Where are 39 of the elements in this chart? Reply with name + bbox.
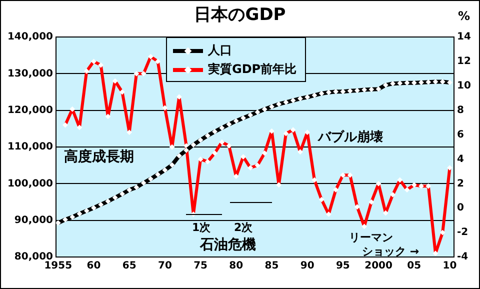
annotation: バブル崩壊 xyxy=(318,130,383,146)
y2-tick-label: 6 xyxy=(457,129,464,140)
legend-label: 実質GDP前年比 xyxy=(208,61,297,78)
x-tick-label: 2000 xyxy=(364,260,392,272)
x-tick-label: 60 xyxy=(86,260,101,272)
y2-tick-label: 12 xyxy=(457,56,471,68)
x-tick-label: 95 xyxy=(336,260,350,272)
x-tick-label: 70 xyxy=(158,260,172,272)
x-tick-label: 1955 xyxy=(44,260,72,272)
y-tick-label: 140,000 xyxy=(7,32,54,43)
annotation: 石油危機 xyxy=(200,237,256,254)
y-tick-label: 120,000 xyxy=(7,104,54,116)
y2-tick-label: 2 xyxy=(457,178,464,190)
y2-tick-label: 8 xyxy=(457,104,464,116)
x-tick-label: 90 xyxy=(300,260,314,272)
annotation: 高度成長期 xyxy=(64,149,134,166)
y2-tick-label: 14 xyxy=(457,32,471,43)
x-tick-label: 80 xyxy=(229,260,244,272)
y2-tick-label: 4 xyxy=(457,154,464,165)
y2-tick-label: 0 xyxy=(457,202,464,214)
x-tick-label: 10 xyxy=(442,260,457,272)
x-tick-label: 65 xyxy=(122,260,136,272)
y-tick-label: 110,000 xyxy=(7,142,54,153)
x-tick-label: 75 xyxy=(194,260,208,272)
x-tick-label: 05 xyxy=(407,260,422,272)
y-tick-label: 90,000 xyxy=(14,214,54,226)
annotation: 1次 xyxy=(192,221,211,234)
annotation: 2次 xyxy=(234,221,253,234)
y2-tick-label: 10 xyxy=(457,80,471,92)
annotation: ショック → xyxy=(362,245,420,258)
y-tick-label: 130,000 xyxy=(7,68,54,80)
y2-tick-label: -4 xyxy=(457,252,468,263)
y-tick-label: 100,000 xyxy=(7,178,54,190)
x-tick-label: 85 xyxy=(264,260,279,272)
y2-tick-label: -2 xyxy=(457,227,468,238)
chart-title: 日本のGDP xyxy=(194,5,286,25)
annotation: リーマン xyxy=(349,231,393,244)
legend-label: 人口 xyxy=(208,42,232,59)
y2-axis-title: % xyxy=(458,9,470,24)
